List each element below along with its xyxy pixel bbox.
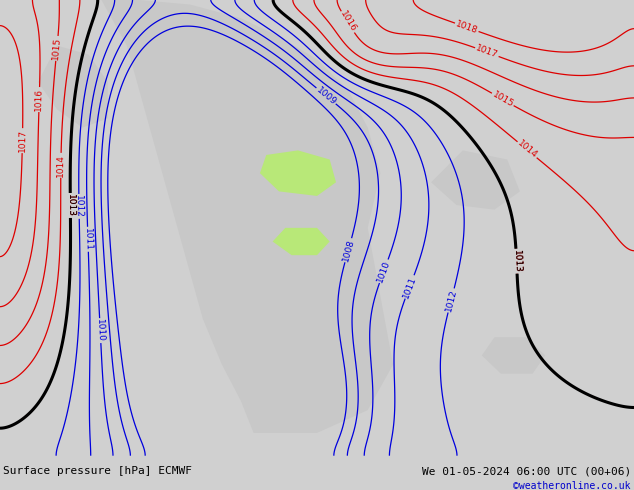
Text: 1015: 1015 (491, 90, 515, 109)
Text: 1010: 1010 (375, 259, 392, 284)
Text: 1011: 1011 (83, 228, 93, 251)
PathPatch shape (38, 46, 108, 127)
Text: 1013: 1013 (66, 194, 75, 217)
PathPatch shape (482, 337, 545, 374)
Text: 1011: 1011 (401, 274, 418, 299)
Text: 1016: 1016 (34, 88, 44, 111)
Text: 1015: 1015 (51, 37, 63, 60)
Text: 1009: 1009 (314, 85, 338, 107)
Text: 1018: 1018 (455, 19, 479, 35)
Text: We 01-05-2024 06:00 UTC (00+06): We 01-05-2024 06:00 UTC (00+06) (422, 466, 631, 476)
PathPatch shape (431, 150, 520, 210)
Text: 1013: 1013 (66, 194, 75, 217)
Text: 1010: 1010 (95, 319, 105, 343)
Text: 1014: 1014 (56, 154, 65, 177)
Text: 1017: 1017 (18, 129, 27, 152)
Text: 1013: 1013 (512, 249, 522, 273)
PathPatch shape (260, 150, 336, 196)
Text: 1008: 1008 (341, 238, 356, 263)
Text: 1013: 1013 (512, 249, 522, 273)
PathPatch shape (273, 228, 330, 255)
PathPatch shape (101, 0, 393, 433)
Text: ©weatheronline.co.uk: ©weatheronline.co.uk (514, 481, 631, 490)
Text: 1012: 1012 (74, 195, 84, 218)
Text: Surface pressure [hPa] ECMWF: Surface pressure [hPa] ECMWF (3, 466, 192, 476)
Text: 1014: 1014 (515, 139, 539, 161)
Text: 1017: 1017 (474, 44, 499, 60)
Text: 1016: 1016 (338, 10, 358, 34)
Text: 1012: 1012 (444, 288, 458, 313)
